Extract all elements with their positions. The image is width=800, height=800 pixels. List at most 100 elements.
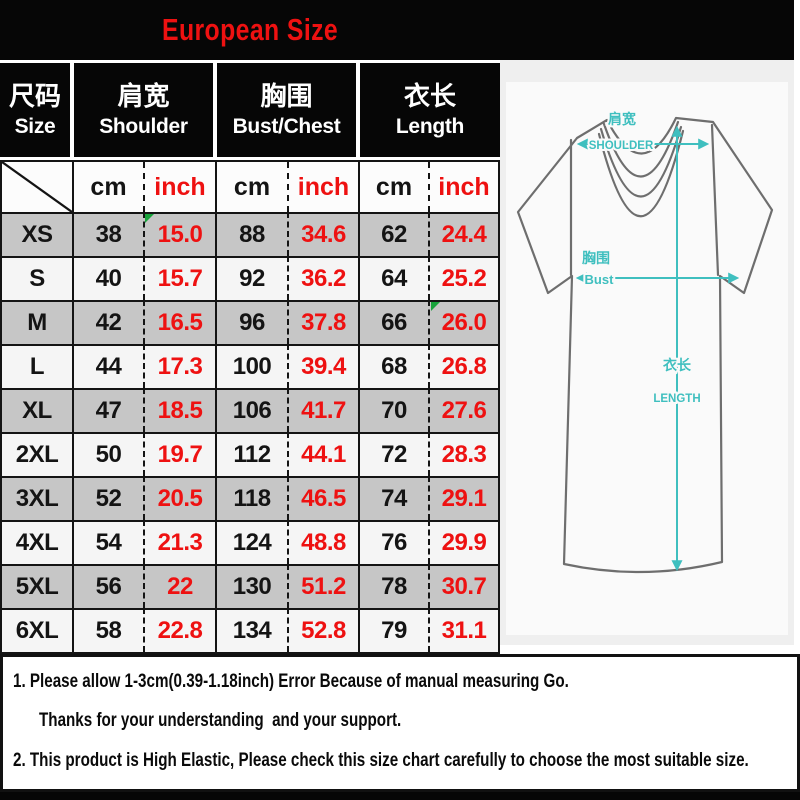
size-value-cell: 54 <box>72 520 143 564</box>
size-row-label: S <box>2 256 72 300</box>
header-shoulder-en: Shoulder <box>99 115 188 138</box>
size-value-cell: 74 <box>358 476 428 520</box>
header-shoulder: 肩宽 Shoulder <box>74 63 213 157</box>
size-value-cell: 31.1 <box>428 608 498 652</box>
header-bust-en: Bust/Chest <box>232 115 341 138</box>
length-label-en: LENGTH <box>653 393 700 405</box>
size-value-cell: 22.8 <box>143 608 215 652</box>
size-row-label: 4XL <box>2 520 72 564</box>
size-value-cell: 130 <box>215 564 287 608</box>
size-value-cell: 52 <box>72 476 143 520</box>
note-line-2: Thanks for your understanding and your s… <box>39 710 402 731</box>
size-value-cell: 17.3 <box>143 344 215 388</box>
bust-label-en: Bust <box>585 272 615 287</box>
size-value-cell: 112 <box>215 432 287 476</box>
size-value-cell: 26.0 <box>428 300 498 344</box>
size-value-cell: 58 <box>72 608 143 652</box>
notes-box: 1. Please allow 1-3cm(0.39-1.18inch) Err… <box>0 654 800 792</box>
header-length: 衣长 Length <box>360 63 500 157</box>
header-size-en: Size <box>14 115 56 138</box>
size-value-cell: 52.8 <box>287 608 358 652</box>
title-wrap: European Size <box>0 0 500 60</box>
size-row-label: 5XL <box>2 564 72 608</box>
size-value-cell: 118 <box>215 476 287 520</box>
size-value-cell: 24.4 <box>428 212 498 256</box>
size-value-cell: 29.1 <box>428 476 498 520</box>
unit-bust-inch: inch <box>287 162 358 212</box>
unit-row: cm inch cm inch cm inch <box>0 160 500 212</box>
size-value-cell: 106 <box>215 388 287 432</box>
tshirt-outline <box>516 116 774 574</box>
right-margin <box>794 0 800 654</box>
size-value-cell: 48.8 <box>287 520 358 564</box>
size-value-cell: 27.6 <box>428 388 498 432</box>
size-row-label: L <box>2 344 72 388</box>
unit-shoulder-cm: cm <box>72 162 143 212</box>
length-label-zh: 衣长 <box>663 357 692 373</box>
size-value-cell: 134 <box>215 608 287 652</box>
note-line-3: 2. This product is High Elastic, Please … <box>13 750 749 771</box>
unit-shoulder-inch: inch <box>143 162 215 212</box>
size-value-cell: 29.9 <box>428 520 498 564</box>
note-line-1: 1. Please allow 1-3cm(0.39-1.18inch) Err… <box>13 671 569 692</box>
size-value-cell: 22 <box>143 564 215 608</box>
tshirt-diagram-panel: 肩宽 SHOULDER 胸围 Bust 衣长 LENGTH <box>500 60 794 645</box>
size-value-cell: 64 <box>358 256 428 300</box>
size-value-cell: 124 <box>215 520 287 564</box>
header-length-zh: 衣长 <box>403 81 456 111</box>
size-value-cell: 38 <box>72 212 143 256</box>
size-row-label: XL <box>2 388 72 432</box>
size-value-cell: 96 <box>215 300 287 344</box>
size-value-cell: 28.3 <box>428 432 498 476</box>
size-value-cell: 15.0 <box>143 212 215 256</box>
header-bust: 胸围 Bust/Chest <box>217 63 356 157</box>
unit-length-inch: inch <box>428 162 498 212</box>
size-row-label: M <box>2 300 72 344</box>
size-value-cell: 72 <box>358 432 428 476</box>
header-length-en: Length <box>395 115 465 138</box>
size-value-cell: 46.5 <box>287 476 358 520</box>
header-shoulder-zh: 肩宽 <box>117 81 170 111</box>
size-value-cell: 21.3 <box>143 520 215 564</box>
size-value-cell: 37.8 <box>287 300 358 344</box>
size-value-cell: 44.1 <box>287 432 358 476</box>
size-value-cell: 92 <box>215 256 287 300</box>
size-value-cell: 16.5 <box>143 300 215 344</box>
size-row-label: 3XL <box>2 476 72 520</box>
unit-bust-cm: cm <box>215 162 287 212</box>
size-value-cell: 20.5 <box>143 476 215 520</box>
shoulder-label-zh: 肩宽 <box>608 111 636 127</box>
size-value-cell: 36.2 <box>287 256 358 300</box>
header-size: 尺码 Size <box>0 63 70 157</box>
size-value-cell: 62 <box>358 212 428 256</box>
size-value-cell: 42 <box>72 300 143 344</box>
size-value-cell: 76 <box>358 520 428 564</box>
bottom-bar <box>0 792 800 800</box>
diagonal-corner-cell <box>2 162 72 212</box>
size-value-cell: 70 <box>358 388 428 432</box>
size-table-body: XS 38 15.0 88 34.6 62 24.4 S 40 15.7 92 36.2 64 25.2 M… <box>0 212 500 654</box>
size-row-label: 6XL <box>2 608 72 652</box>
artifact-triangle <box>145 214 154 223</box>
tshirt-diagram: 肩宽 SHOULDER 胸围 Bust 衣长 LENGTH <box>516 109 774 574</box>
table-header-row: 尺码 Size 肩宽 Shoulder 胸围 Bust/Chest 衣长 Len… <box>0 60 500 160</box>
size-value-cell: 79 <box>358 608 428 652</box>
title-bar: European Size <box>0 0 794 60</box>
size-value-cell: 39.4 <box>287 344 358 388</box>
size-value-cell: 78 <box>358 564 428 608</box>
size-value-cell: 66 <box>358 300 428 344</box>
size-value-cell: 19.7 <box>143 432 215 476</box>
bust-label-zh: 胸围 <box>582 250 610 266</box>
header-size-zh: 尺码 <box>8 81 61 111</box>
size-value-cell: 30.7 <box>428 564 498 608</box>
size-value-cell: 100 <box>215 344 287 388</box>
size-value-cell: 50 <box>72 432 143 476</box>
size-value-cell: 18.5 <box>143 388 215 432</box>
unit-length-cm: cm <box>358 162 428 212</box>
size-value-cell: 44 <box>72 344 143 388</box>
size-value-cell: 40 <box>72 256 143 300</box>
size-row-label: 2XL <box>2 432 72 476</box>
size-value-cell: 34.6 <box>287 212 358 256</box>
header-bust-zh: 胸围 <box>260 81 313 111</box>
